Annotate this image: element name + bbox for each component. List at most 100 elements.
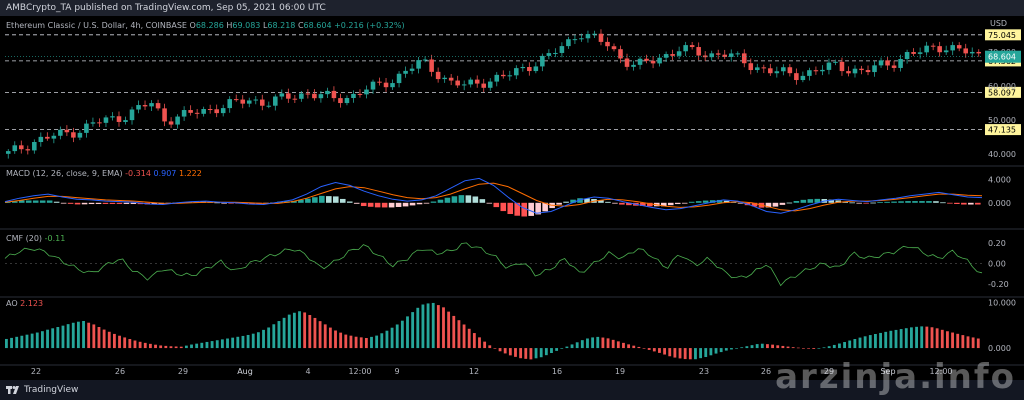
candle-body xyxy=(58,129,63,136)
macd-histogram-bar xyxy=(479,199,486,203)
macd-histogram-bar xyxy=(137,202,144,205)
ao-bar xyxy=(709,348,713,356)
ao-bar xyxy=(688,348,692,360)
candle-body xyxy=(794,73,799,81)
macd-histogram-bar xyxy=(472,196,479,203)
macd-histogram-bar xyxy=(312,197,318,203)
ao-bar xyxy=(951,332,954,349)
ao-bar xyxy=(560,348,564,349)
candle-body xyxy=(878,60,884,66)
ao-bar xyxy=(318,321,322,349)
ao-bar xyxy=(514,348,517,357)
ao-bar xyxy=(447,311,451,349)
candle-body xyxy=(930,45,936,47)
ao-bar xyxy=(298,311,301,349)
legend-part: 1.222 xyxy=(179,169,202,178)
ao-bar xyxy=(231,337,235,349)
ao-bar xyxy=(282,317,286,349)
candle-body xyxy=(71,132,76,138)
ao-bar xyxy=(159,345,163,349)
macd-histogram-bar xyxy=(647,202,653,207)
macd-histogram-bar xyxy=(116,202,123,204)
ao-bar xyxy=(256,332,260,349)
macd-histogram-bar xyxy=(5,202,11,204)
ao-bar xyxy=(478,337,481,349)
ao-bar xyxy=(781,345,785,349)
price-level-label: 47.135 xyxy=(988,126,1016,135)
candle-body xyxy=(605,41,610,47)
candle-body xyxy=(800,75,806,81)
candle-body xyxy=(344,98,350,104)
ao-bar xyxy=(910,327,913,349)
candle-body xyxy=(598,33,604,42)
candle-body xyxy=(624,58,630,67)
ao-bar xyxy=(472,333,476,349)
ao-bar xyxy=(832,344,836,349)
candle-body xyxy=(77,132,83,138)
ao-bar xyxy=(627,344,631,349)
candle-body xyxy=(592,33,597,35)
ao-bar xyxy=(807,348,810,349)
ao-bar xyxy=(354,336,358,349)
x-axis-tick: Aug xyxy=(237,367,253,376)
macd-histogram-bar xyxy=(716,199,723,203)
tradingview-logo[interactable]: TradingView xyxy=(6,383,78,397)
ao-bar xyxy=(683,348,687,360)
candle-body xyxy=(650,60,656,64)
ao-bar xyxy=(184,345,188,349)
ao-bar xyxy=(961,335,965,349)
macd-axis-tick: 0.000 xyxy=(988,199,1011,208)
macd-histogram-bar xyxy=(32,200,39,203)
legend-part: 68.286 xyxy=(196,21,227,30)
cmf-line xyxy=(4,242,983,287)
candle-body xyxy=(19,145,24,150)
candle-body xyxy=(188,110,193,113)
candle-body xyxy=(253,99,259,101)
ao-bar xyxy=(457,320,461,349)
x-axis-tick: 29 xyxy=(824,367,834,376)
ao-bar xyxy=(802,348,805,349)
ao-bar xyxy=(40,331,44,349)
candle-body xyxy=(149,103,154,107)
ao-bar xyxy=(370,336,373,349)
candle-body xyxy=(227,99,232,109)
candle-body xyxy=(383,82,389,88)
candle-body xyxy=(911,52,916,54)
ao-bar xyxy=(534,348,538,359)
candle-body xyxy=(351,93,356,99)
ao-bar xyxy=(899,329,903,349)
macd-histogram-bar xyxy=(346,201,353,203)
candle-body xyxy=(715,53,721,55)
ao-bar xyxy=(606,338,610,349)
macd-histogram-bar xyxy=(326,196,332,203)
ao-bar xyxy=(179,346,183,349)
ao-bar xyxy=(339,332,343,349)
ao-bar xyxy=(622,342,625,349)
candle-body xyxy=(540,55,545,67)
ao-bar xyxy=(308,315,312,349)
candle-body xyxy=(507,75,513,77)
site-watermark: arzinja.info xyxy=(775,357,1016,397)
candle-body xyxy=(214,109,219,114)
ao-bar xyxy=(272,324,276,349)
candle-body xyxy=(5,151,11,154)
candle-body xyxy=(872,65,877,73)
price-legend: Ethereum Classic / U.S. Dollar, 4h, COIN… xyxy=(6,21,405,30)
chart-canvas[interactable]: 75.04567.36258.09747.13540.00050.00060.0… xyxy=(0,16,1024,380)
ao-bar xyxy=(61,325,65,349)
ao-bar xyxy=(25,334,29,349)
candle-body xyxy=(487,81,493,88)
ao-bar xyxy=(694,348,697,360)
ao-bar xyxy=(704,348,708,358)
ao-bar xyxy=(334,330,337,349)
macd-legend: MACD (12, 26, close, 9, EMA) -0.314 0.90… xyxy=(6,169,202,178)
ao-bar xyxy=(580,340,584,349)
candle-body xyxy=(768,68,773,74)
candle-body xyxy=(474,79,480,84)
candle-body xyxy=(455,80,460,86)
ao-bar xyxy=(359,337,363,349)
ao-bar xyxy=(123,337,127,349)
macd-histogram-bar xyxy=(528,202,534,216)
x-axis-tick: 4 xyxy=(305,367,310,376)
macd-histogram-bar xyxy=(339,198,346,203)
